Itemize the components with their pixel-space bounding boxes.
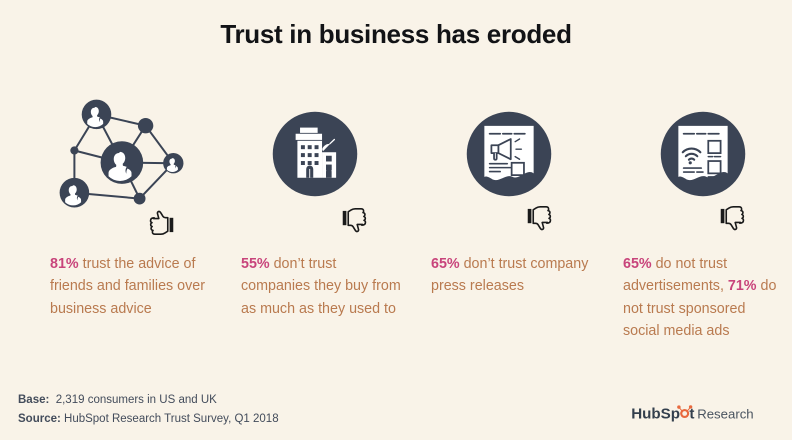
svg-text:Research: Research: [697, 406, 753, 421]
svg-text:HubSp: HubSp: [631, 405, 680, 422]
